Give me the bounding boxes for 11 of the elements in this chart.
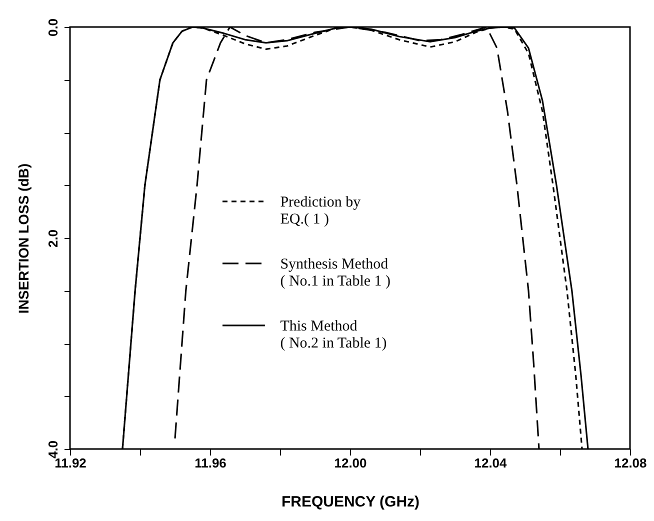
x-tick-label: 11.96 [194,456,226,470]
y-axis-title: INSERTION LOSS (dB) [16,163,32,314]
legend-label: Prediction by EQ.( 1 ) [280,194,362,228]
x-tick-label: 12.00 [334,456,367,470]
x-tick-label: 12.08 [614,456,647,470]
y-tick-label: 0.0 [46,18,60,37]
legend-label: This Method ( No.2 in Table 1) [280,318,387,352]
x-tick-label: 12.04 [474,456,508,470]
legend-label: Synthesis Method ( No.1 in Table 1 ) [280,256,391,290]
x-axis-title: FREQUENCY (GHz) [281,494,420,510]
y-tick-label: 2.0 [46,229,60,248]
